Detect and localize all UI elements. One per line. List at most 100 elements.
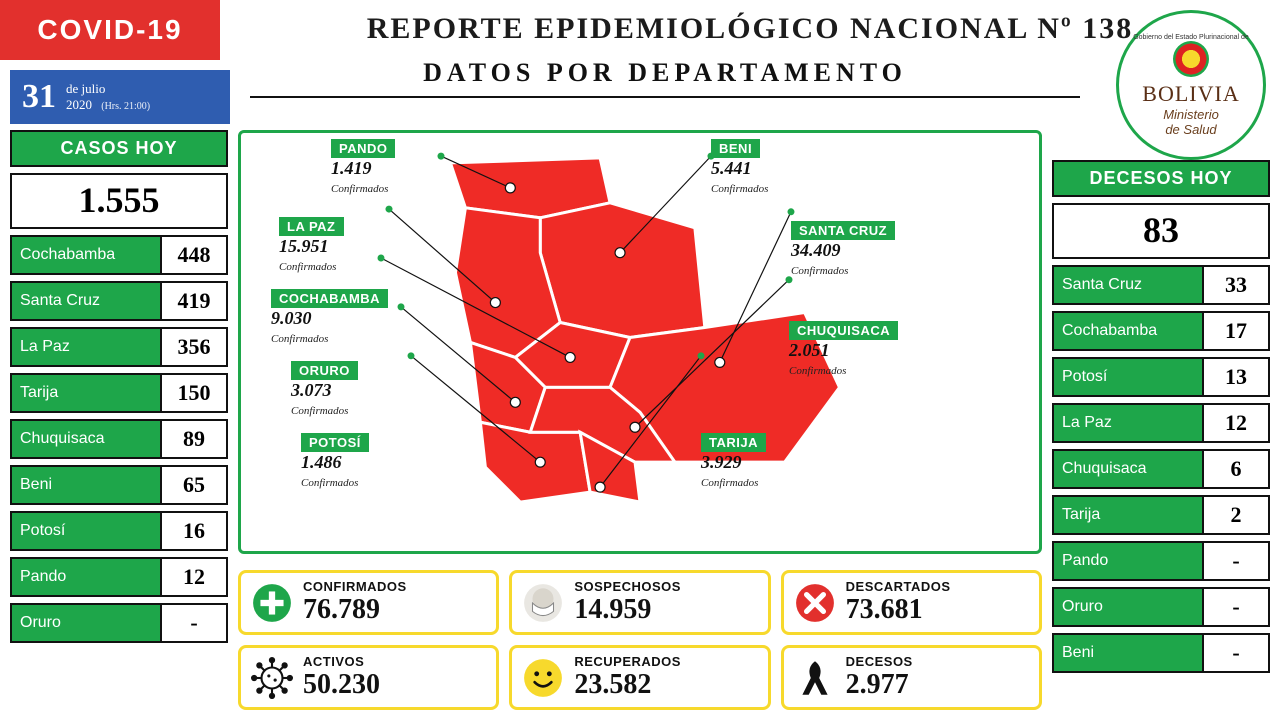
deaths-label: Potosí (1054, 359, 1204, 395)
deaths-row: Oruro- (1052, 587, 1270, 627)
cases-value: 16 (162, 513, 226, 549)
smile-icon (522, 657, 564, 699)
map-confirmed-label: Confirmados (701, 477, 758, 489)
cases-row: Tarija150 (10, 373, 228, 413)
cases-row: Potosí16 (10, 511, 228, 551)
date-year: 2020 (66, 97, 92, 112)
coat-of-arms-icon (1173, 41, 1209, 77)
map-label-santacruz: SANTA CRUZ34.409 Confirmados (791, 221, 895, 279)
deaths-label: Pando (1054, 543, 1204, 579)
deaths-label: Beni (1054, 635, 1204, 671)
map-chip: SANTA CRUZ (791, 221, 895, 240)
map-confirmed-label: Confirmados (291, 405, 348, 417)
stat-plus: CONFIRMADOS76.789 (238, 570, 499, 635)
map-chip: TARIJA (701, 433, 766, 452)
cases-row: Beni65 (10, 465, 228, 505)
logo-country: BOLIVIA (1142, 81, 1239, 107)
cases-row: Chuquisaca89 (10, 419, 228, 459)
stat-title: DESCARTADOS (846, 579, 951, 594)
cases-value: 419 (162, 283, 226, 319)
deaths-value: - (1204, 635, 1268, 671)
deaths-row: Pando- (1052, 541, 1270, 581)
x-icon (794, 582, 836, 624)
cases-label: La Paz (12, 329, 162, 365)
deaths-label: Santa Cruz (1054, 267, 1204, 303)
deaths-row: Chuquisaca6 (1052, 449, 1270, 489)
stat-title: SOSPECHOSOS (574, 579, 681, 594)
stat-value: 14.959 (574, 594, 681, 626)
logo-top-text: Gobierno del Estado Plurinacional de (1133, 34, 1249, 41)
map-chip: PANDO (331, 139, 395, 158)
deaths-label: Chuquisaca (1054, 451, 1204, 487)
plus-icon (251, 582, 293, 624)
stat-ribbon: DECESOS2.977 (781, 645, 1042, 710)
map-label-chuquisaca: CHUQUISACA2.051Confirmados (789, 321, 898, 379)
deaths-row: Cochabamba17 (1052, 311, 1270, 351)
cases-label: Pando (12, 559, 162, 595)
deaths-value: 33 (1204, 267, 1268, 303)
cases-label: Chuquisaca (12, 421, 162, 457)
report-title: REPORTE EPIDEMIOLÓGICO NACIONAL Nº 138 (220, 0, 1280, 60)
header: COVID-19 REPORTE EPIDEMIOLÓGICO NACIONAL… (0, 0, 1280, 60)
map-confirmed-label: Confirmados (301, 477, 358, 489)
cases-row: La Paz356 (10, 327, 228, 367)
deaths-label: Cochabamba (1054, 313, 1204, 349)
stat-title: DECESOS (846, 654, 913, 669)
cases-value: 448 (162, 237, 226, 273)
stat-title: CONFIRMADOS (303, 579, 407, 594)
map-chip: LA PAZ (279, 217, 344, 236)
deaths-label: Tarija (1054, 497, 1204, 533)
stat-title: ACTIVOS (303, 654, 380, 669)
logo-ministry-line1: Ministerio (1163, 107, 1219, 122)
date-day: 31 (22, 78, 56, 116)
deaths-value: 13 (1204, 359, 1268, 395)
map-label-lapaz: LA PAZ15.951Confirmados (279, 217, 344, 275)
stat-value: 23.582 (574, 669, 681, 701)
deaths-today-panel: DECESOS HOY 83 Santa Cruz33Cochabamba17P… (1052, 160, 1270, 710)
cases-value: 150 (162, 375, 226, 411)
cases-row: Santa Cruz419 (10, 281, 228, 321)
stat-value: 73.681 (846, 594, 951, 626)
stat-x: DESCARTADOS73.681 (781, 570, 1042, 635)
cases-value: 12 (162, 559, 226, 595)
cases-value: - (162, 605, 226, 641)
deaths-row: Beni- (1052, 633, 1270, 673)
map-confirmed-value: 34.409 (791, 240, 841, 260)
deaths-label: Oruro (1054, 589, 1204, 625)
cases-row: Oruro- (10, 603, 228, 643)
map-chip: COCHABAMBA (271, 289, 388, 308)
map-chip: CHUQUISACA (789, 321, 898, 340)
map-confirmed-value: 5.441 (711, 158, 752, 178)
map-confirmed-label: Confirmados (791, 265, 848, 277)
map-confirmed-label: Confirmados (711, 183, 768, 195)
deaths-row: Santa Cruz33 (1052, 265, 1270, 305)
stats-grid: CONFIRMADOS76.789SOSPECHOSOS14.959DESCAR… (238, 570, 1042, 710)
map-confirmed-label: Confirmados (271, 333, 328, 345)
ministry-logo: Gobierno del Estado Plurinacional de BOL… (1116, 10, 1266, 160)
map-label-beni: BENI5.441 Confirmados (711, 139, 768, 197)
deaths-row: Tarija2 (1052, 495, 1270, 535)
deaths-value: 2 (1204, 497, 1268, 533)
stat-value: 2.977 (846, 669, 913, 701)
deaths-value: 12 (1204, 405, 1268, 441)
stat-value: 50.230 (303, 669, 380, 701)
ribbon-icon (794, 657, 836, 699)
subtitle-underline (250, 96, 1080, 98)
covid-badge: COVID-19 (0, 0, 220, 60)
map-confirmed-value: 9.030 (271, 308, 312, 328)
logo-ministry-line2: de Salud (1165, 122, 1216, 137)
map-confirmed-value: 1.486 (301, 452, 342, 472)
deaths-value: - (1204, 589, 1268, 625)
map-confirmed-label: Confirmados (789, 365, 846, 377)
stat-smile: RECUPERADOS23.582 (509, 645, 770, 710)
cases-label: Tarija (12, 375, 162, 411)
center-column: PANDO1.419ConfirmadosBENI5.441Confirmado… (238, 130, 1042, 710)
stat-mask: SOSPECHOSOS14.959 (509, 570, 770, 635)
stat-virus: ACTIVOS50.230 (238, 645, 499, 710)
map-label-tarija: TARIJA3.929Confirmados (701, 433, 766, 491)
map-chip: BENI (711, 139, 760, 158)
cases-row: Pando12 (10, 557, 228, 597)
subtitle: DATOS POR DEPARTAMENTO (240, 58, 1090, 88)
map-box: PANDO1.419ConfirmadosBENI5.441Confirmado… (238, 130, 1042, 554)
mask-icon (522, 582, 564, 624)
